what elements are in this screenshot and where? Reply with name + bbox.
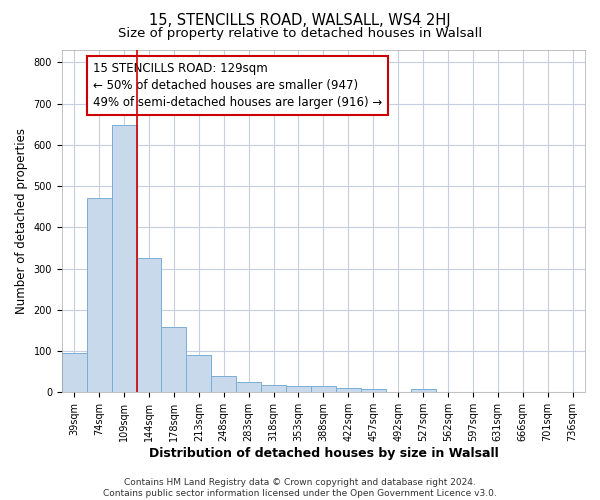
Bar [336, 388, 361, 392]
Bar [236, 382, 261, 392]
Bar [361, 389, 386, 392]
Bar [410, 388, 436, 392]
Bar [112, 125, 137, 392]
Text: Contains HM Land Registry data © Crown copyright and database right 2024.
Contai: Contains HM Land Registry data © Crown c… [103, 478, 497, 498]
Bar [187, 355, 211, 392]
Bar [286, 386, 311, 392]
Bar [137, 258, 161, 392]
Bar [311, 386, 336, 392]
Text: Size of property relative to detached houses in Walsall: Size of property relative to detached ho… [118, 28, 482, 40]
Text: 15 STENCILLS ROAD: 129sqm
← 50% of detached houses are smaller (947)
49% of semi: 15 STENCILLS ROAD: 129sqm ← 50% of detac… [93, 62, 382, 109]
Bar [86, 198, 112, 392]
Bar [161, 328, 187, 392]
X-axis label: Distribution of detached houses by size in Walsall: Distribution of detached houses by size … [149, 447, 498, 460]
Text: 15, STENCILLS ROAD, WALSALL, WS4 2HJ: 15, STENCILLS ROAD, WALSALL, WS4 2HJ [149, 12, 451, 28]
Bar [62, 353, 86, 392]
Bar [211, 376, 236, 392]
Bar [261, 385, 286, 392]
Y-axis label: Number of detached properties: Number of detached properties [15, 128, 28, 314]
